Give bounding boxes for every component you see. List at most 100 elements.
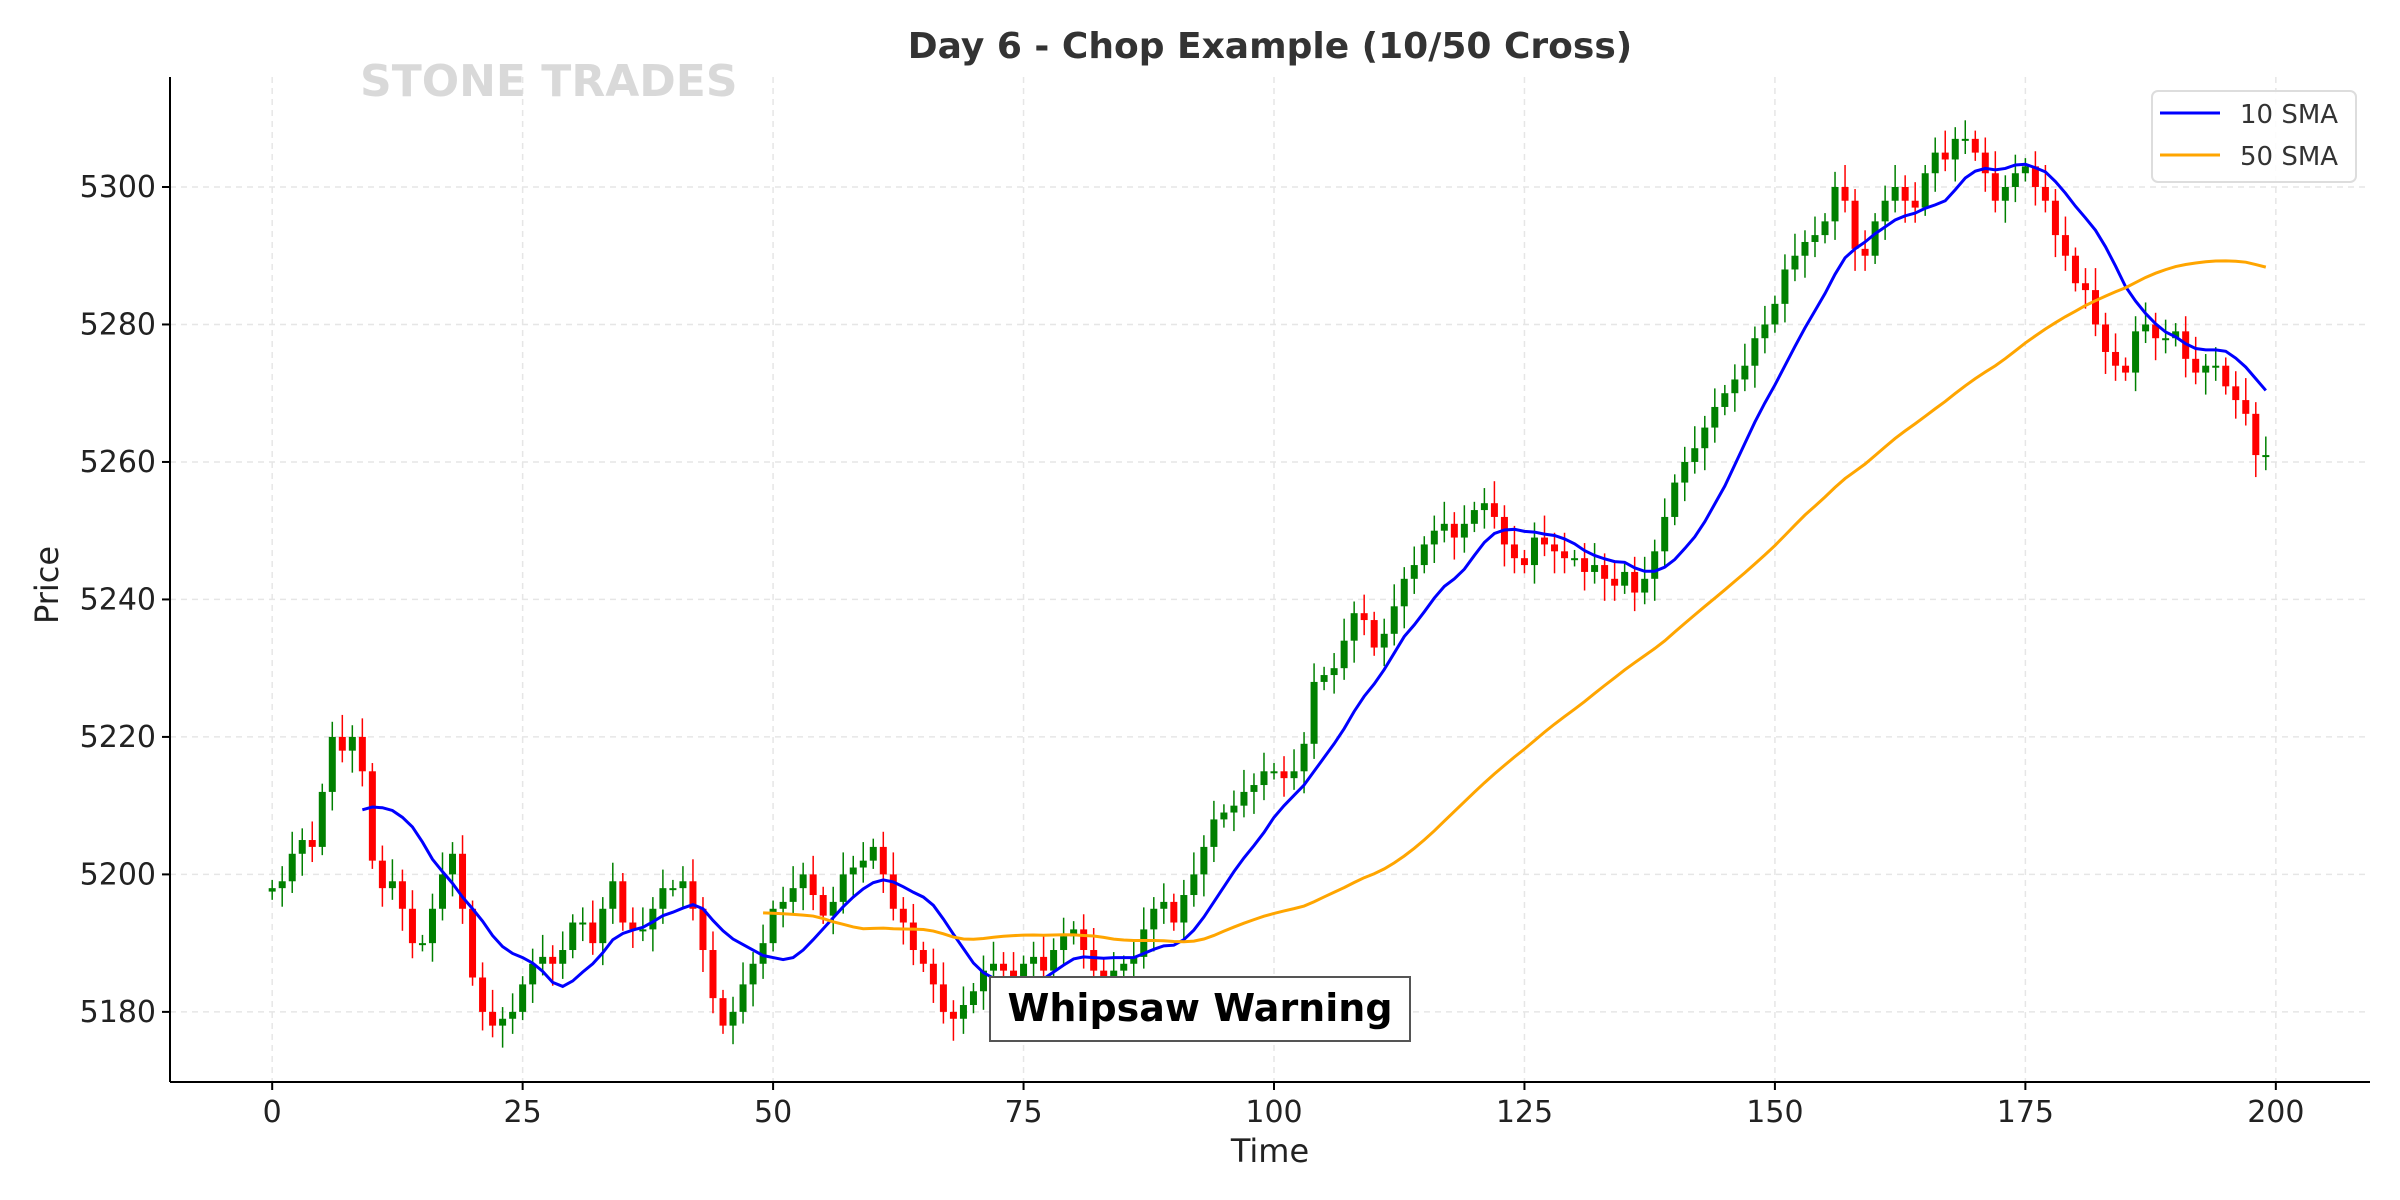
candle-body <box>1540 537 1548 545</box>
candle <box>1200 835 1208 897</box>
candle-body <box>1190 874 1198 896</box>
candle-body <box>308 840 316 847</box>
candle <box>1851 189 1859 271</box>
candle-body <box>2001 186 2009 201</box>
candle-body <box>1100 970 1108 978</box>
candle <box>799 862 807 911</box>
candle-body <box>1571 558 1579 561</box>
candle <box>1270 763 1278 780</box>
candle-body <box>1130 956 1138 964</box>
candle <box>2051 189 2059 258</box>
candle-body <box>719 998 727 1026</box>
candle-body <box>1280 771 1288 779</box>
candle <box>408 890 416 959</box>
candle <box>1971 130 1979 161</box>
candle <box>2192 336 2200 385</box>
candle <box>469 900 477 986</box>
candle-body <box>2031 166 2039 187</box>
candle-body <box>1551 544 1559 552</box>
candle-body <box>899 908 907 923</box>
candle-body <box>1871 221 1879 256</box>
candle-body <box>769 908 777 944</box>
candle <box>1340 618 1348 680</box>
candle-body <box>729 1011 737 1026</box>
candle <box>759 924 767 979</box>
candle <box>1430 515 1438 564</box>
candle <box>1230 790 1238 832</box>
candle <box>739 962 747 1024</box>
candle <box>509 993 517 1034</box>
candle-body <box>2021 166 2029 174</box>
candle <box>869 838 877 869</box>
candle-body <box>1150 908 1158 930</box>
candle-body <box>629 922 637 930</box>
candle <box>1360 594 1368 636</box>
candle <box>809 855 817 911</box>
candle-body <box>1230 805 1238 813</box>
candle <box>2242 378 2250 426</box>
candle <box>949 1000 957 1041</box>
candle-body <box>539 956 547 964</box>
candle-body <box>1901 186 1909 201</box>
candle-body <box>1591 565 1599 572</box>
candle-body <box>2102 324 2110 352</box>
candle-body <box>939 984 947 1012</box>
candle <box>1280 756 1288 797</box>
candle <box>1991 151 1999 213</box>
candle <box>1370 611 1378 656</box>
candle <box>1771 295 1779 333</box>
candle-body <box>1420 544 1428 566</box>
candle-body <box>1140 929 1148 957</box>
candle <box>2071 247 2079 292</box>
candle-body <box>1831 186 1839 222</box>
candle-body <box>479 977 487 1012</box>
candle-body <box>1891 186 1899 201</box>
candle-body <box>268 888 276 892</box>
candle <box>1691 426 1699 474</box>
candle <box>529 948 537 1003</box>
candle-body <box>1340 640 1348 669</box>
candle-body <box>2232 386 2240 401</box>
candle-body <box>759 943 767 964</box>
x-tick-label: 175 <box>1997 1095 2054 1130</box>
candle <box>719 989 727 1034</box>
candle <box>1170 893 1178 931</box>
candle-body <box>1931 152 1939 174</box>
candle-body <box>2252 413 2260 456</box>
candle-body <box>1070 929 1078 937</box>
candle-body <box>428 908 436 944</box>
x-axis-label: Time <box>1230 1132 1309 1170</box>
x-tick-label: 25 <box>504 1095 542 1130</box>
candle-body <box>1971 138 1979 153</box>
candle-body <box>849 867 857 875</box>
sma-10-line <box>361 162 2267 989</box>
candle <box>669 879 677 897</box>
candle-body <box>1390 606 1398 634</box>
candle-body <box>278 881 286 889</box>
candle-body <box>779 901 787 909</box>
candle <box>1671 474 1679 526</box>
candle <box>2031 151 2039 206</box>
candle-body <box>1961 138 1969 141</box>
chart-title: Day 6 - Chop Example (10/50 Cross) <box>908 26 1632 67</box>
candle-body <box>1040 956 1048 971</box>
candle-body <box>368 771 376 861</box>
candle <box>489 989 497 1038</box>
candle-body <box>1801 241 1809 256</box>
x-tick-label: 150 <box>1746 1095 1803 1130</box>
candle-body <box>1250 785 1258 792</box>
y-tick-label: 5280 <box>80 307 156 342</box>
candle-body <box>929 963 937 985</box>
candle-body <box>509 1011 517 1019</box>
candle <box>1871 213 1879 264</box>
candle <box>2122 357 2130 381</box>
candle <box>348 725 356 773</box>
candle-body <box>1080 929 1088 951</box>
candle <box>2222 357 2230 395</box>
candle <box>1951 127 1959 182</box>
candle <box>2001 175 2009 223</box>
candle-body <box>819 895 827 916</box>
candle <box>1711 388 1719 443</box>
candle-body <box>1490 503 1498 517</box>
candle-body <box>529 963 537 985</box>
